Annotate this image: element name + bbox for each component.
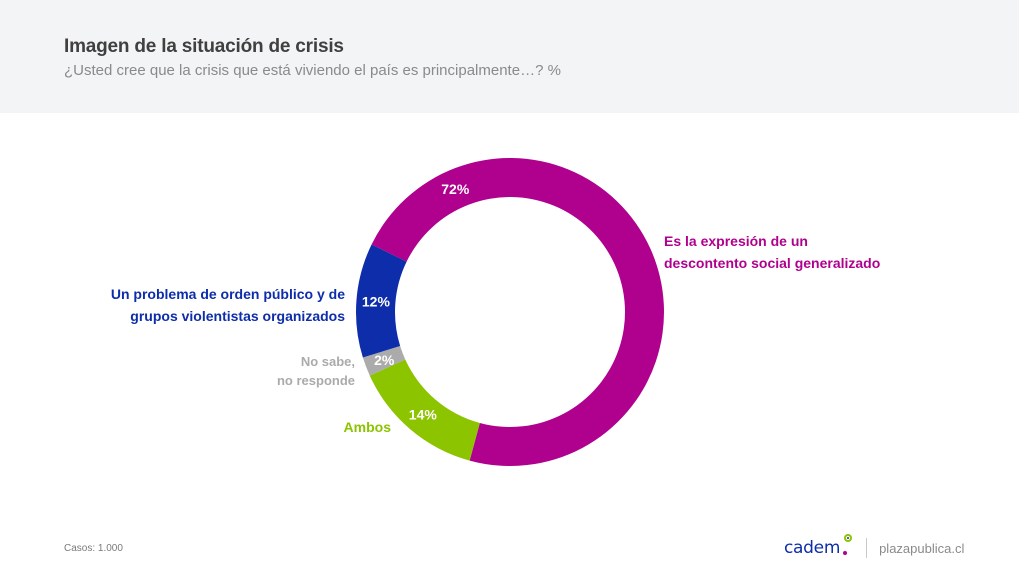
data-label-orden-publico: 12%: [362, 294, 391, 310]
cadem-logo-dot-icon: [843, 551, 848, 555]
slice-label-nsnr: No sabe, no responde: [277, 352, 355, 390]
slice-label-line: Un problema de orden público y de: [110, 286, 345, 302]
header-band: Imagen de la situación de crisis ¿Usted …: [0, 0, 1019, 113]
cases-note: Casos: 1.000: [64, 543, 123, 554]
donut-slice-nsnr: [362, 346, 406, 376]
cadem-logo-ring-icon: [844, 534, 853, 542]
chart-title: Imagen de la situación de crisis: [64, 36, 344, 57]
data-label-ambos: 14%: [409, 406, 438, 422]
slice-label-line: no responde: [276, 373, 355, 388]
slice-label-descontento: Es la expresión de un descontento social…: [664, 230, 880, 274]
footer-branding: cadem plazapublica.cl: [784, 534, 965, 560]
chart-subtitle: ¿Usted cree que la crisis que está vivie…: [64, 62, 561, 79]
slice-label-line: Es la expresión de un: [664, 233, 808, 249]
cadem-logo-text: cadem: [784, 538, 841, 558]
slice-label-orden-publico: Un problema de orden público y de grupos…: [111, 283, 345, 327]
slice-label-line: Ambos: [343, 419, 391, 435]
slice-label-ambos: Ambos: [344, 416, 391, 438]
slice-label-line: descontento social generalizado: [664, 255, 881, 271]
slice-label-line: No sabe,: [300, 354, 355, 369]
donut-slice-orden-publico: [356, 244, 407, 358]
data-label-descontento: 72%: [441, 181, 470, 197]
slice-label-line: grupos violentistas organizados: [130, 308, 345, 324]
data-label-nsnr: 2%: [374, 352, 395, 368]
cadem-logo: cadem: [784, 534, 853, 558]
donut-slice-ambos: [369, 359, 480, 461]
footer-divider: [866, 538, 868, 558]
site-name: plazapublica.cl: [879, 540, 965, 556]
